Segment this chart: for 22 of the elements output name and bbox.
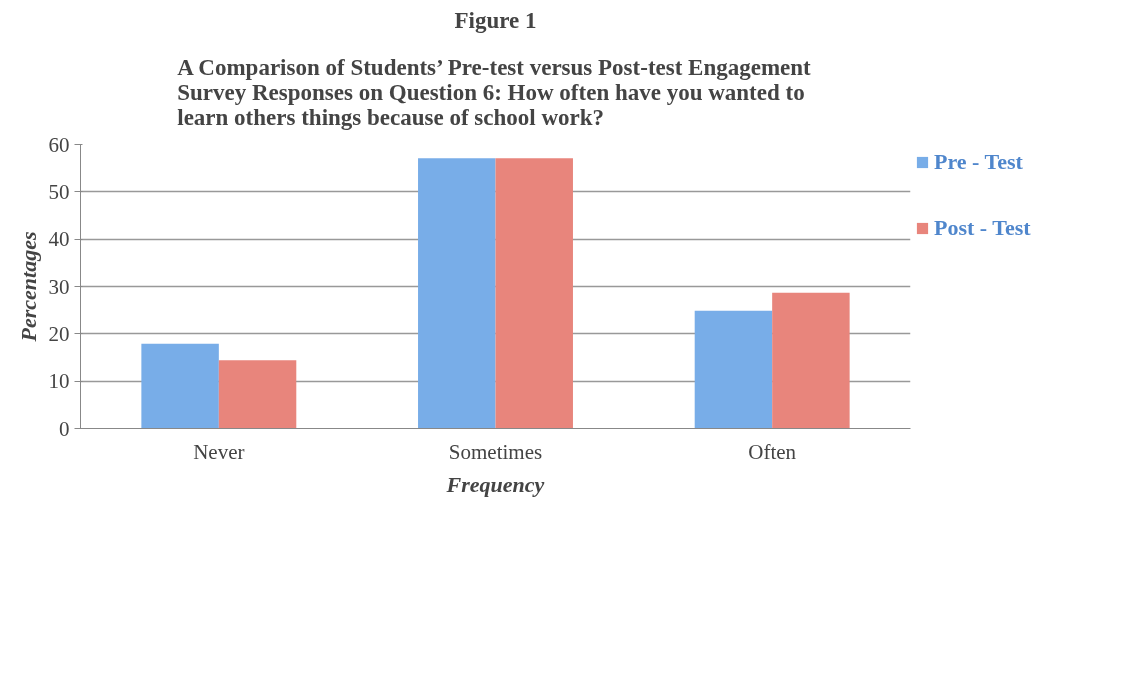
y-tick-label: 20 (48, 321, 70, 346)
chart-subtitle: A Comparison of Students’ Pre-test versus Post-test Engagement Survey Responses on Question 6: How often have you wanted to learn others things because of school work? (177, 54, 812, 130)
x-axis-title: Frequency (445, 471, 545, 497)
y-tick-label: 30 (48, 274, 70, 299)
y-axis-title: Percentages (15, 231, 41, 343)
chart-title: Figure 1 (454, 7, 537, 33)
y-tick-label: 40 (48, 227, 70, 252)
legend-label: Pre - Test (934, 149, 1023, 175)
y-tick-label: 0 (59, 416, 70, 441)
x-tick-label: Often (748, 439, 797, 464)
bar (694, 310, 773, 429)
x-tick-label: Never (193, 439, 245, 464)
legend-label: Post - Test (934, 215, 1031, 241)
y-tick-label: 60 (48, 132, 70, 157)
x-tick-label: Sometimes (448, 439, 543, 464)
y-tick-label: 50 (48, 179, 70, 204)
bar (495, 158, 573, 429)
bar (218, 360, 297, 429)
bar (772, 292, 850, 429)
y-tick-label: 10 (48, 369, 70, 394)
bar (141, 343, 219, 429)
bar (418, 158, 496, 429)
